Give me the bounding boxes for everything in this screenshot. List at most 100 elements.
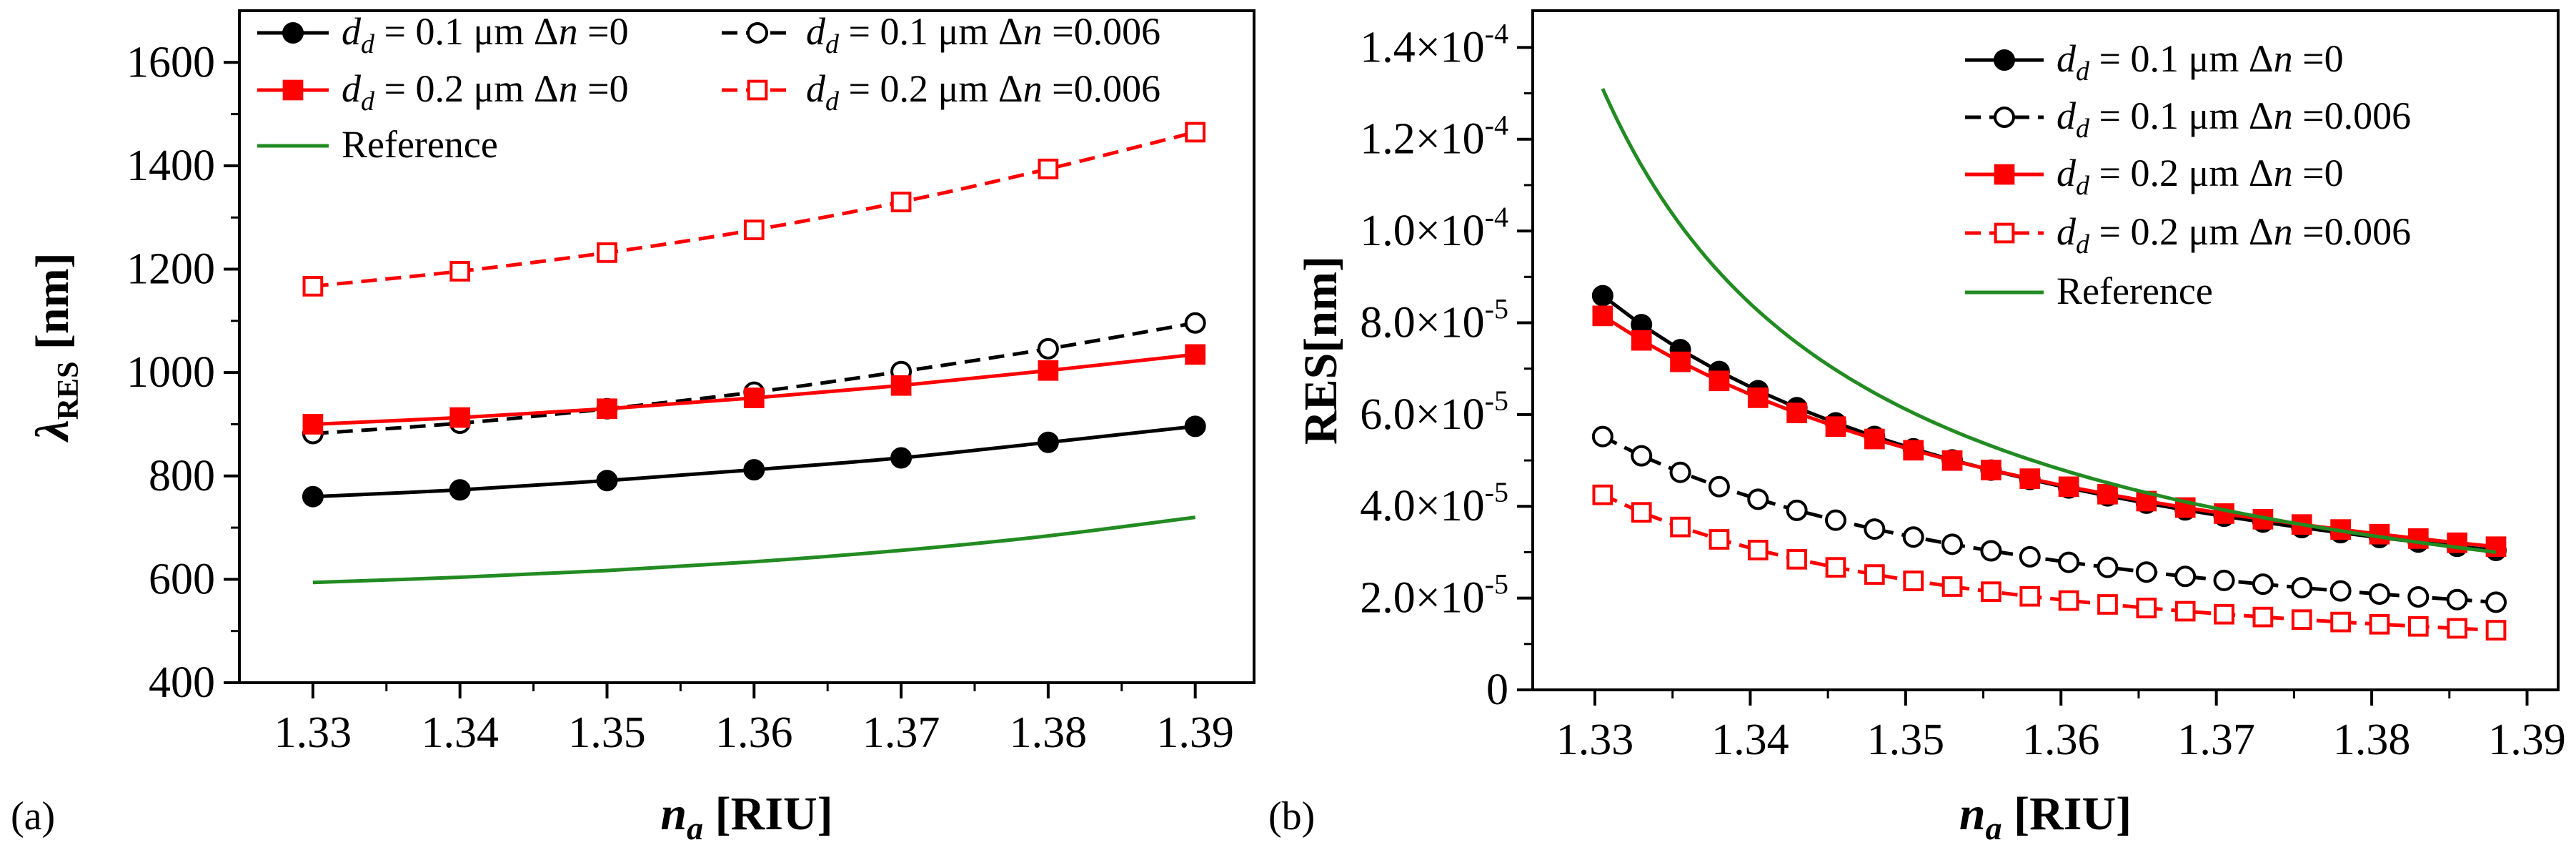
series-4 bbox=[302, 122, 1206, 297]
data-point bbox=[2291, 577, 2313, 599]
data-point bbox=[2058, 590, 2079, 611]
data-point bbox=[2446, 588, 2468, 611]
panel-label: (a) bbox=[11, 794, 55, 839]
data-point bbox=[1037, 431, 1059, 453]
legend-entry: Reference bbox=[257, 123, 498, 166]
series-2 bbox=[1591, 425, 2507, 613]
data-point bbox=[1185, 122, 1206, 143]
data-point bbox=[1184, 415, 1206, 438]
legend-label: dd = 0.1 μm Δn =0.006 bbox=[806, 10, 1160, 59]
y-tick-label: 1.4×10-4 bbox=[1360, 17, 1508, 71]
legend-entry: dd = 0.2 μm Δn =0 bbox=[1965, 152, 2344, 201]
data-point bbox=[1981, 581, 2001, 603]
chart-panel-a: 1.33 1.34 1.35 1.36 1.37 1.38 1.39 400 600 800 100… bbox=[11, 9, 1255, 846]
data-point bbox=[2019, 585, 2041, 607]
data-point bbox=[1185, 344, 1206, 365]
data-point bbox=[2447, 618, 2468, 639]
legend-label: dd = 0.1 μm Δn =0 bbox=[2057, 37, 2344, 87]
y-tick-label: 1000 bbox=[126, 348, 215, 397]
data-point bbox=[2485, 591, 2507, 613]
data-point bbox=[2136, 598, 2157, 618]
data-point bbox=[1037, 337, 1059, 360]
y-tick-label: 800 bbox=[149, 452, 215, 500]
data-point bbox=[1708, 475, 1730, 498]
data-point bbox=[743, 459, 765, 481]
legend-entry: dd = 0.1 μm Δn =0.006 bbox=[1965, 94, 2411, 144]
series-3 bbox=[302, 344, 1206, 435]
data-point bbox=[2019, 468, 2041, 489]
legend-marker bbox=[282, 79, 304, 101]
legend-marker bbox=[282, 22, 304, 44]
legend-label: Reference bbox=[2057, 270, 2213, 312]
legend-entry: Reference bbox=[1965, 270, 2213, 312]
data-point bbox=[1864, 564, 1885, 585]
legend-marker bbox=[1994, 164, 2015, 185]
data-point bbox=[1631, 445, 1653, 467]
data-point bbox=[2407, 616, 2429, 637]
series-5 bbox=[312, 515, 1196, 585]
series-1 bbox=[302, 415, 1206, 508]
series-line bbox=[1601, 294, 2497, 553]
x-tick-label: 1.37 bbox=[2177, 716, 2255, 764]
legend-entry: dd = 0.2 μm Δn =0 bbox=[257, 67, 629, 117]
legend-entry: dd = 0.1 μm Δn =0 bbox=[1965, 37, 2344, 87]
data-point bbox=[2368, 583, 2390, 605]
legend-label: dd = 0.1 μm Δn =0 bbox=[342, 10, 629, 59]
data-point bbox=[2097, 556, 2119, 578]
data-point bbox=[1670, 516, 1691, 538]
series-1 bbox=[1591, 285, 2507, 561]
data-point bbox=[1592, 305, 1613, 327]
x-tick-label: 1.37 bbox=[862, 708, 940, 757]
x-tick-label: 1.38 bbox=[2333, 716, 2411, 764]
data-point bbox=[1592, 484, 1613, 505]
legend-entry: dd = 0.1 μm Δn =0.006 bbox=[722, 10, 1160, 59]
data-point bbox=[2252, 573, 2274, 595]
series-line bbox=[1601, 435, 2497, 604]
data-point bbox=[1038, 360, 1059, 381]
y-tick-label: 2.0×10-5 bbox=[1360, 568, 1508, 623]
data-point bbox=[2214, 603, 2234, 625]
series-line bbox=[1601, 493, 2497, 633]
legend-label: dd = 0.2 μm Δn =0.006 bbox=[806, 67, 1160, 117]
x-tick-label: 1.36 bbox=[715, 708, 793, 757]
series-line bbox=[312, 515, 1196, 585]
data-point bbox=[1903, 440, 1924, 461]
legend: dd = 0.1 μm Δn =0 dd = 0.1 μm Δn =0.006 dd… bbox=[1965, 37, 2411, 312]
legend: dd = 0.1 μm Δn =0 dd = 0.1 μm Δn =0.006 dd… bbox=[257, 10, 1160, 166]
data-point bbox=[1709, 529, 1730, 550]
y-tick-label: 1600 bbox=[126, 38, 215, 87]
legend-marker bbox=[747, 79, 768, 101]
data-point bbox=[743, 387, 765, 408]
data-point bbox=[1786, 548, 1807, 570]
data-point bbox=[2330, 611, 2351, 633]
plot-frame bbox=[238, 9, 1255, 684]
data-point bbox=[1941, 533, 1964, 555]
chart-panel-b: 1.33 1.34 1.35 1.36 1.37 1.38 1.39 0 2.0×10-5 4.0… bbox=[1268, 9, 2566, 846]
data-point bbox=[1631, 502, 1652, 523]
y-tick-label: 0 bbox=[1486, 666, 1508, 714]
data-point bbox=[2213, 569, 2235, 591]
data-point bbox=[1709, 370, 1730, 392]
data-point bbox=[1825, 416, 1846, 438]
legend-entry: dd = 0.2 μm Δn =0.006 bbox=[722, 67, 1160, 117]
data-point bbox=[302, 485, 324, 508]
data-point bbox=[2097, 594, 2118, 615]
legend-label: dd = 0.1 μm Δn =0.006 bbox=[2057, 94, 2411, 144]
data-point bbox=[2019, 545, 2041, 568]
y-tick-label: 4.0×10-5 bbox=[1360, 476, 1508, 530]
y-tick-label: 1.2×10-4 bbox=[1360, 109, 1508, 164]
data-point bbox=[1903, 570, 1924, 591]
x-tick-label: 1.35 bbox=[568, 708, 646, 757]
legend-label: dd = 0.2 μm Δn =0.006 bbox=[2057, 210, 2411, 260]
data-point bbox=[743, 219, 765, 240]
x-axis-title: na [RIU] bbox=[660, 788, 832, 846]
data-point bbox=[1038, 158, 1059, 179]
series-2 bbox=[302, 312, 1206, 445]
data-point bbox=[1631, 330, 1652, 351]
series-line bbox=[1601, 88, 2497, 554]
legend-label: dd = 0.2 μm Δn =0 bbox=[2057, 152, 2344, 201]
data-point bbox=[1670, 351, 1691, 372]
data-point bbox=[1747, 387, 1769, 408]
data-point bbox=[1591, 285, 1613, 307]
